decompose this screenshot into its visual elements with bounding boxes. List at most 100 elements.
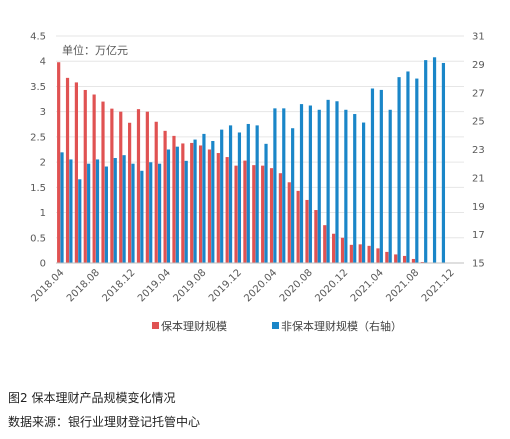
y-left-tick-label: 0.5 <box>30 233 46 244</box>
bar-guaranteed <box>65 77 70 263</box>
data-source: 数据来源：银行业理财登记托管中心 <box>8 415 201 429</box>
bar-non-guaranteed <box>184 160 188 263</box>
bar-guaranteed <box>172 135 176 263</box>
series-guaranteed-bars <box>57 62 433 264</box>
bar-non-guaranteed <box>282 108 286 263</box>
bar-non-guaranteed <box>308 105 312 263</box>
gridlines <box>56 35 464 239</box>
bar-guaranteed <box>367 245 371 263</box>
legend-label-non-guaranteed: 非保本理财规模（右轴） <box>281 319 402 333</box>
bar-non-guaranteed <box>362 122 366 263</box>
bar-non-guaranteed <box>193 139 197 263</box>
x-tick-label: 2019.04 <box>136 267 173 304</box>
bar-guaranteed <box>83 89 87 263</box>
bar-non-guaranteed <box>291 128 295 263</box>
x-tick-label: 2021.12 <box>420 267 457 304</box>
bar-guaranteed <box>225 157 229 263</box>
bar-non-guaranteed <box>299 104 304 263</box>
bar-guaranteed <box>145 111 149 264</box>
bar-guaranteed <box>394 254 398 263</box>
bar-non-guaranteed <box>344 109 348 264</box>
y-right-tick-label: 23 <box>472 145 485 156</box>
bar-guaranteed <box>420 261 424 263</box>
bar-guaranteed <box>305 199 309 263</box>
bar-non-guaranteed <box>149 162 153 263</box>
figure-caption: 图2 保本理财产品规模变化情况 <box>8 391 176 405</box>
y-left-tick-label: 2 <box>40 158 46 169</box>
legend-swatch-guaranteed <box>152 322 159 329</box>
bar-guaranteed <box>376 248 380 263</box>
bar-non-guaranteed <box>353 114 357 263</box>
bar-guaranteed <box>101 101 105 263</box>
bar-guaranteed <box>57 62 61 263</box>
bar-guaranteed <box>296 190 300 263</box>
x-tick-label: 2018.04 <box>30 267 67 304</box>
x-tick-label: 2021.04 <box>349 267 386 304</box>
legend: 保本理财规模 非保本理财规模（右轴） <box>152 319 402 333</box>
bar-non-guaranteed <box>104 166 108 263</box>
bar-non-guaranteed <box>406 71 410 263</box>
bar-guaranteed <box>269 168 274 263</box>
bar-guaranteed <box>402 255 407 263</box>
y-left-tick-label: 2.5 <box>30 132 46 143</box>
bar-non-guaranteed <box>397 77 401 263</box>
bar-non-guaranteed <box>175 146 179 263</box>
y-right-tick-label: 29 <box>472 60 485 71</box>
bar-guaranteed <box>181 143 185 263</box>
legend-label-guaranteed: 保本理财规模 <box>161 319 227 333</box>
bar-non-guaranteed <box>60 152 64 263</box>
bar-guaranteed <box>128 122 132 264</box>
x-tick-label: 2020.08 <box>278 267 315 304</box>
y-right-tick-label: 19 <box>472 202 485 213</box>
bar-guaranteed <box>190 142 194 263</box>
bar-non-guaranteed <box>69 159 73 263</box>
y-right-tick-label: 21 <box>472 173 485 184</box>
bar-guaranteed <box>198 145 203 263</box>
legend-swatch-non-guaranteed <box>272 322 279 329</box>
bar-non-guaranteed <box>131 163 135 263</box>
y-right-tick-label: 17 <box>472 230 485 241</box>
bar-guaranteed <box>261 165 265 263</box>
bar-guaranteed <box>216 153 220 263</box>
bar-non-guaranteed <box>424 60 428 264</box>
bar-non-guaranteed <box>228 125 233 263</box>
bar-guaranteed <box>163 130 167 263</box>
bar-non-guaranteed <box>432 57 437 263</box>
bar-guaranteed <box>74 82 78 263</box>
y-left-tick-label: 3.5 <box>30 82 46 93</box>
bar-guaranteed <box>287 182 291 263</box>
y-right-tick-label: 31 <box>472 32 485 43</box>
bar-non-guaranteed <box>441 62 446 263</box>
bar-non-guaranteed <box>255 125 259 263</box>
x-tick-label: 2019.12 <box>207 267 244 304</box>
bar-non-guaranteed <box>237 132 242 263</box>
bar-guaranteed <box>278 173 282 263</box>
bar-guaranteed <box>234 165 238 263</box>
x-tick-label: 2019.08 <box>171 267 208 304</box>
bar-non-guaranteed <box>211 140 215 263</box>
bar-guaranteed <box>243 160 247 263</box>
bar-guaranteed <box>332 233 336 263</box>
bar-guaranteed <box>358 244 362 263</box>
bar-non-guaranteed <box>335 101 339 263</box>
y-right-tick-label: 25 <box>472 117 485 128</box>
x-tick-label: 2021.08 <box>384 267 421 304</box>
bar-non-guaranteed <box>140 170 144 263</box>
bar-non-guaranteed <box>122 155 126 263</box>
bar-non-guaranteed <box>87 163 91 263</box>
series-non-guaranteed-bars <box>60 57 446 264</box>
x-tick-label: 2018.08 <box>65 267 102 304</box>
y-left-tick-label: 0 <box>40 259 46 270</box>
bar-guaranteed <box>207 149 212 263</box>
x-tick-label: 2020.12 <box>313 267 350 304</box>
bar-guaranteed <box>252 165 256 263</box>
bar-non-guaranteed <box>158 163 162 263</box>
x-tick-label: 2020.04 <box>242 267 279 304</box>
bar-non-guaranteed <box>370 88 375 264</box>
y-right-tick-label: 27 <box>472 88 485 99</box>
bar-non-guaranteed <box>317 109 321 264</box>
bar-non-guaranteed <box>415 78 419 263</box>
bar-guaranteed <box>110 108 114 263</box>
bar-guaranteed <box>340 237 345 263</box>
bar-non-guaranteed <box>95 159 100 263</box>
